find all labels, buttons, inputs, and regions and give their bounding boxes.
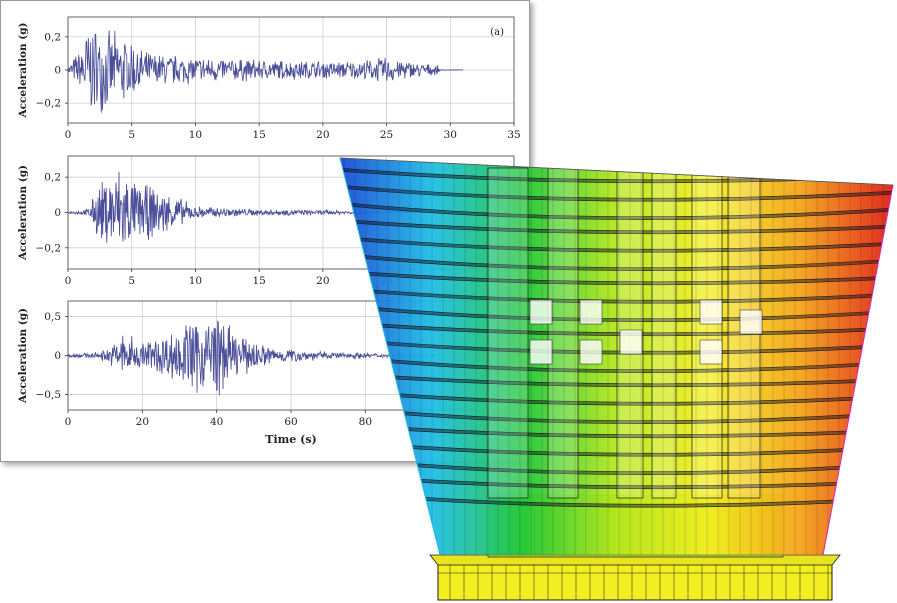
- floor-plate: [340, 490, 893, 508]
- floor-plate: [340, 252, 893, 271]
- x-tick-label: 15: [252, 129, 265, 141]
- envelope-edge: [339, 157, 441, 556]
- y-axis-label: Acceleration (g): [17, 165, 29, 261]
- floor-plate: [340, 218, 893, 235]
- floor-plate: [340, 201, 893, 220]
- wall-opening: [529, 339, 553, 365]
- chart-1: 0 5 10 15 20 25 30 35 −0,2 0 0,2 Acceleration (g) (a…: [17, 16, 521, 141]
- wall-opening: [699, 339, 723, 365]
- wall-opening: [699, 299, 723, 325]
- panel-label: (a): [490, 27, 504, 38]
- core-wall: [547, 167, 579, 499]
- y-tick-label: 0,2: [44, 172, 61, 184]
- building-base: [437, 562, 833, 601]
- wall-opening: [579, 339, 603, 365]
- y-tick-label: −0,2: [36, 98, 62, 110]
- y-tick-label: −0,5: [36, 389, 62, 401]
- core-wall: [487, 167, 529, 499]
- floor-plate: [340, 439, 893, 457]
- wall-opening: [579, 299, 603, 325]
- floor-plate: [340, 388, 893, 406]
- y-tick-label: 0,2: [44, 31, 61, 43]
- x-tick-label: 35: [507, 129, 520, 141]
- floor-plate: [340, 456, 893, 475]
- building-model-group: [339, 157, 894, 601]
- y-tick-label: 0,5: [44, 311, 61, 323]
- x-tick-label: 5: [128, 129, 135, 141]
- x-tick-label: 30: [444, 129, 457, 141]
- x-tick-label: 80: [359, 416, 372, 428]
- x-tick-label: 25: [380, 129, 393, 141]
- wall-opening: [529, 299, 553, 325]
- y-tick-label: 0: [54, 65, 61, 77]
- floor-plate: [340, 269, 893, 286]
- acceleration-series: [67, 30, 464, 113]
- floor-plate: [340, 286, 893, 304]
- floor-plate: [340, 371, 893, 388]
- floor-plate: [340, 235, 893, 253]
- x-tick-label: 20: [136, 416, 149, 428]
- floor-plate: [340, 405, 893, 424]
- wall-opening: [739, 309, 763, 335]
- y-axis-label: Acceleration (g): [17, 308, 29, 404]
- envelope-edge: [822, 184, 894, 556]
- y-tick-label: −0,2: [36, 242, 62, 254]
- y-axis-label: Acceleration (g): [17, 22, 29, 118]
- floor-plates: [340, 158, 893, 555]
- x-tick-label: 0: [65, 129, 72, 141]
- x-tick-label: 20: [316, 129, 329, 141]
- floor-plate: [340, 184, 893, 202]
- x-axis-label: Time (s): [265, 433, 316, 446]
- floor-plate: [340, 473, 893, 490]
- floor-plate: [340, 337, 893, 355]
- x-tick-label: 20: [316, 275, 329, 287]
- floor-plate: [340, 354, 893, 373]
- x-tick-label: 0: [65, 275, 72, 287]
- x-tick-label: 40: [210, 416, 223, 428]
- x-tick-label: 10: [189, 275, 202, 287]
- x-tick-label: 10: [189, 129, 202, 141]
- x-tick-label: 15: [252, 275, 265, 287]
- y-tick-label: 0: [54, 207, 61, 219]
- x-tick-label: 60: [284, 416, 297, 428]
- wall-opening: [619, 329, 643, 355]
- floor-plate: [340, 167, 893, 184]
- floor-plate: [340, 422, 893, 439]
- x-tick-label: 0: [65, 416, 72, 428]
- roof-edge: [339, 157, 894, 186]
- x-tick-label: 5: [128, 275, 135, 287]
- y-tick-label: 0: [54, 350, 61, 362]
- acceleration-series: [67, 320, 441, 396]
- core-wall: [651, 167, 677, 499]
